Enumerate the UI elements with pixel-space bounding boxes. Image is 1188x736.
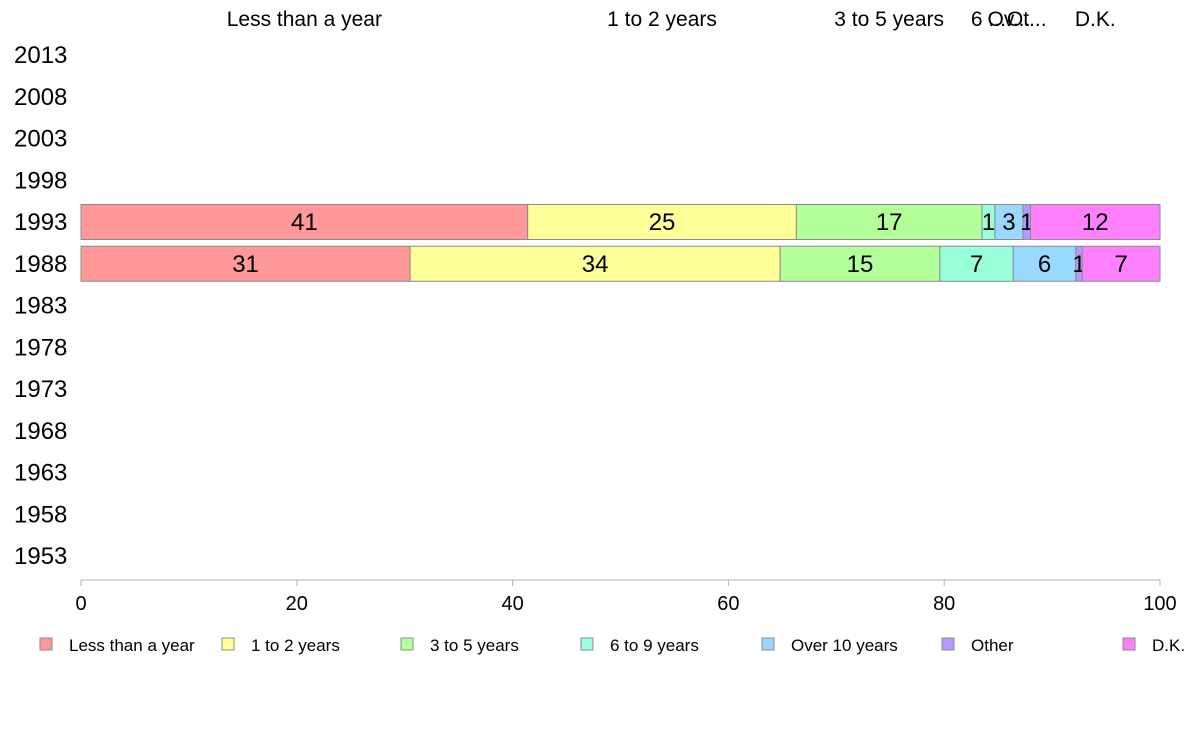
x-tick-label: 0 <box>75 593 86 615</box>
data-label: 31 <box>232 251 259 278</box>
legend-swatch <box>221 637 235 651</box>
y-tick-label: 1988 <box>14 251 67 278</box>
legend-swatch <box>39 637 53 651</box>
legend-label: Over 10 years <box>791 636 898 655</box>
bar-segment <box>1030 204 1161 240</box>
y-tick-label: 1973 <box>14 376 67 403</box>
top-category-labels: Less than a year 1 to 2 years 3 to 5 years… <box>227 8 1116 31</box>
legend-label: Other <box>971 636 1014 655</box>
data-label: 7 <box>1114 251 1127 278</box>
legend-label: D.K. <box>1152 636 1185 655</box>
y-tick-label: 2003 <box>14 126 67 153</box>
x-tick-label: 100 <box>1143 593 1176 615</box>
y-tick-label: 1963 <box>14 460 67 487</box>
legend-swatch <box>761 637 775 651</box>
y-tick-label: 1998 <box>14 167 67 194</box>
bar-segment <box>1081 245 1161 282</box>
legend-swatch <box>941 637 955 651</box>
data-label: 6 <box>1038 251 1051 278</box>
legend-label: Less than a year <box>69 636 195 655</box>
legend-swatch <box>400 637 414 651</box>
y-tick-label: 2008 <box>14 84 67 111</box>
x-tick-label: 20 <box>286 593 308 615</box>
x-tick-label: 60 <box>717 593 739 615</box>
top-category-label: 6 ... <box>971 8 1006 31</box>
top-category-label: 1 to 2 years <box>607 8 717 31</box>
legend-swatch <box>1122 637 1136 651</box>
x-tick-label: 80 <box>933 593 955 615</box>
y-tick-label: 1953 <box>14 543 67 570</box>
y-tick-label: 1983 <box>14 293 67 320</box>
top-category-label: Ov... <box>988 8 1031 31</box>
data-label: 41 <box>291 209 318 236</box>
top-category-label: Ot... <box>1007 8 1047 31</box>
legend-swatch <box>580 637 594 651</box>
top-category-label: D.K. <box>1075 8 1116 31</box>
bar-segment <box>779 245 941 282</box>
x-tick-label: 40 <box>501 593 523 615</box>
y-tick-label: 1978 <box>14 334 67 361</box>
y-tick-label: 1968 <box>14 418 67 445</box>
y-tick-label: 1993 <box>14 209 67 236</box>
legend: Less than a year 1 to 2 years 3 to 5 years… <box>39 636 1185 655</box>
data-label: 25 <box>649 209 676 236</box>
data-label: 1 <box>982 209 995 236</box>
legend-label: 6 to 9 years <box>610 636 699 655</box>
top-category-label: Less than a year <box>227 8 382 31</box>
top-category-label: 3 to 5 years <box>834 8 944 31</box>
data-label: 7 <box>970 251 983 278</box>
data-label: 12 <box>1082 209 1109 236</box>
data-label: 3 <box>1002 209 1015 236</box>
legend-label: 1 to 2 years <box>251 636 340 655</box>
data-label: 17 <box>876 209 903 236</box>
bar-segment <box>939 245 1014 282</box>
y-tick-label: 1958 <box>14 501 67 528</box>
data-label: 34 <box>582 251 609 278</box>
x-axis: 0 20 40 60 80 100 <box>75 579 1177 615</box>
legend-label: 3 to 5 years <box>430 636 519 655</box>
data-label: 15 <box>847 251 874 278</box>
y-axis: 2013 2008 2003 1998 1993 1988 1983 1978 1973 1968… <box>14 42 67 570</box>
bar-segment <box>80 204 529 240</box>
bar-segment <box>409 245 781 282</box>
y-tick-label: 2013 <box>14 42 67 69</box>
bar-segment <box>795 204 983 240</box>
